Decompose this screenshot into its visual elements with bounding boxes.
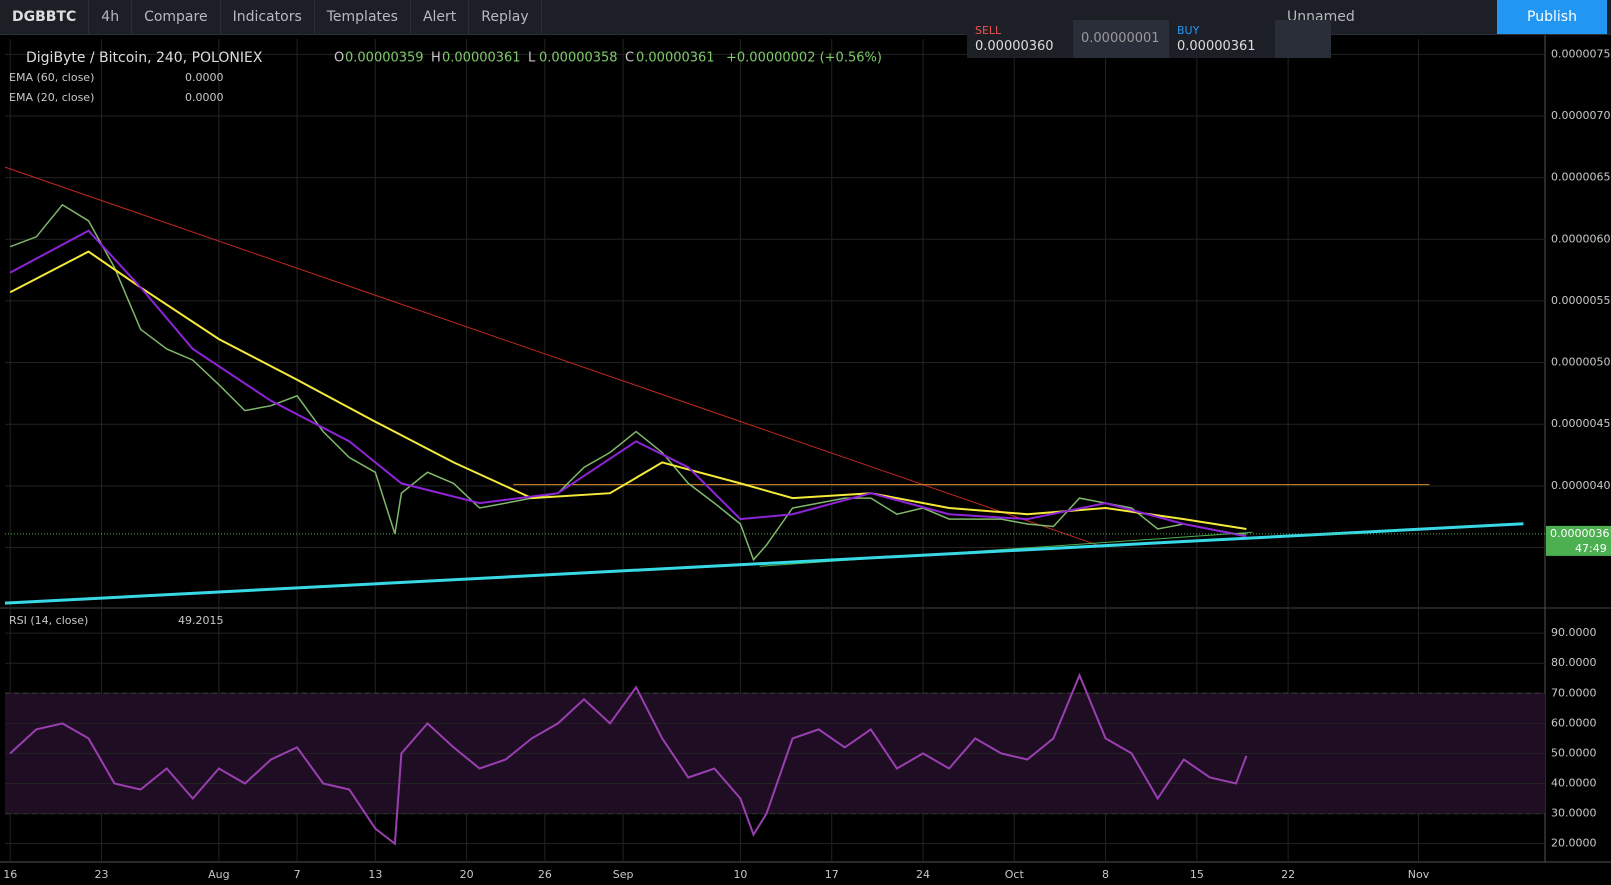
price-axis-bg — [1545, 35, 1611, 885]
y-tick-label: 40.0000 — [1551, 777, 1597, 790]
ohlc-value: 0.00000361 — [636, 51, 715, 66]
legend-value: 0.0000 — [185, 71, 224, 84]
last-price-box — [1546, 525, 1611, 556]
x-tick-label: 24 — [916, 868, 930, 881]
x-tick-label: Sep — [613, 868, 634, 881]
y-tick-label: 0.00000650 — [1551, 171, 1611, 184]
y-tick-label: 0.00000500 — [1551, 356, 1611, 369]
tool[interactable]: Compare — [132, 0, 221, 34]
ohlc-label: O — [334, 51, 344, 66]
y-tick-label: 0.00000600 — [1551, 232, 1611, 245]
y-tick-label: 90.0000 — [1551, 626, 1597, 639]
chart-title: DigiByte / Bitcoin, 240, POLONIEX — [26, 50, 263, 66]
y-tick-label: 30.0000 — [1551, 807, 1597, 820]
x-tick-label: 17 — [825, 868, 839, 881]
x-tick-label: 15 — [1190, 868, 1204, 881]
x-tick-label: Aug — [208, 868, 229, 881]
symbol[interactable]: DGBBTC — [0, 0, 90, 34]
toolbar: DGBBTC 4h Compare Indicators Templates A… — [0, 0, 1611, 35]
sell-box[interactable]: SELL 0.00000360 — [967, 20, 1073, 58]
y-tick-label: 80.0000 — [1551, 656, 1597, 669]
series-line — [9, 672, 1248, 846]
legend-value: 0.0000 — [185, 91, 224, 104]
panel-title: RSI (14, close) — [9, 614, 88, 627]
trade-widget: SELL 0.00000360 0.00000001 BUY 0.00000361 — [967, 20, 1331, 58]
buy-box[interactable]: BUY 0.00000361 — [1169, 20, 1275, 58]
buy-price: 0.00000361 — [1177, 39, 1256, 54]
series-line — [9, 203, 1247, 562]
tool[interactable]: Templates — [315, 0, 411, 34]
ohlc-label: C — [625, 51, 634, 66]
ohlc-label: H — [431, 51, 441, 66]
y-tick-label: 60.0000 — [1551, 716, 1597, 729]
publish-button[interactable]: Publish — [1497, 0, 1607, 34]
x-tick-label: 8 — [1102, 868, 1109, 881]
ohlc-label: L — [528, 51, 536, 66]
y-tick-label: 20.0000 — [1551, 837, 1597, 850]
y-tick-label: 0.00000750 — [1551, 47, 1611, 60]
x-tick-label: 13 — [368, 868, 382, 881]
y-tick-label: 0.00000550 — [1551, 294, 1611, 307]
series-line — [9, 229, 1247, 538]
trend-line — [4, 166, 1099, 546]
series-line — [9, 250, 1247, 530]
x-tick-label: 7 — [294, 868, 301, 881]
buy-label: BUY — [1177, 24, 1200, 37]
y-tick-label: 0.00000400 — [1551, 479, 1611, 492]
sell-price: 0.00000360 — [975, 39, 1054, 54]
legend-entry: EMA (60, close) — [9, 71, 94, 84]
y-tick-label: 50.0000 — [1551, 746, 1597, 759]
legend-entry: EMA (20, close) — [9, 91, 94, 104]
sell-label: SELL — [975, 24, 1002, 37]
x-tick-label: 26 — [538, 868, 552, 881]
last-price: 0.00000361 — [1550, 527, 1611, 540]
y-tick-label: 0.00000450 — [1551, 417, 1611, 430]
ohlc-value: 0.00000358 — [539, 51, 618, 66]
legend-value: 49.2015 — [178, 614, 224, 627]
y-tick-label: 0.00000700 — [1551, 109, 1611, 122]
x-tick-label: 22 — [1281, 868, 1295, 881]
ohlc-value: 0.00000359 — [345, 51, 424, 66]
x-tick-label: Nov — [1408, 868, 1430, 881]
x-tick-label: 10 — [733, 868, 747, 881]
tool[interactable]: Alert — [411, 0, 470, 34]
x-tick-label: 16 — [3, 868, 17, 881]
ohlc-value: 0.00000361 — [442, 51, 521, 66]
tool[interactable]: Replay — [469, 0, 542, 34]
spread: 0.00000001 — [1081, 31, 1160, 46]
y-tick-label: 70.0000 — [1551, 686, 1597, 699]
x-tick-label: 23 — [94, 868, 108, 881]
trend-line — [4, 522, 1524, 605]
tool[interactable]: Indicators — [221, 0, 315, 34]
x-tick-label: Oct — [1005, 868, 1025, 881]
interval[interactable]: 4h — [89, 0, 133, 34]
change: +0.00000002 (+0.56%) — [726, 51, 882, 66]
x-tick-label: 20 — [460, 868, 474, 881]
countdown: 47:49 — [1575, 542, 1607, 555]
